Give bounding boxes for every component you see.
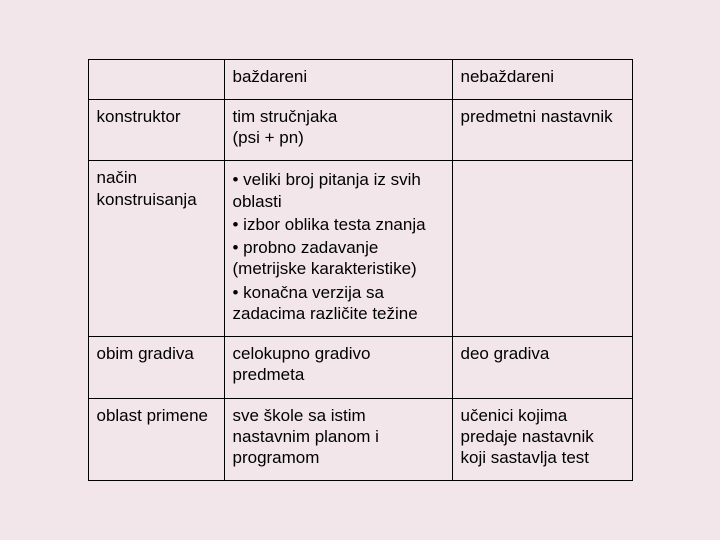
table-row: način konstruisanja • veliki broj pitanja… — [88, 161, 632, 337]
row-nebazdareni: deo gradiva — [452, 337, 632, 399]
row-bazdareni: tim stručnjaka(psi + pn) — [224, 99, 452, 161]
cell-line: (psi + pn) — [233, 127, 444, 148]
bullet-item: • probno zadavanje (metrijske karakteris… — [233, 237, 444, 280]
header-bazdareni: baždareni — [224, 59, 452, 99]
bullet-item: • izbor oblika testa znanja — [233, 214, 444, 235]
row-nebazdareni: učenici kojima predaje nastavnik koji sa… — [452, 398, 632, 481]
cell-line: predmetni nastavnik — [461, 106, 624, 127]
bullet-item: • veliki broj pitanja iz svih oblasti — [233, 169, 444, 212]
row-bazdareni: • veliki broj pitanja iz svih oblasti• i… — [224, 161, 452, 337]
table-row: konstruktor tim stručnjaka(psi + pn) predm… — [88, 99, 632, 161]
row-label-text: način konstruisanja — [97, 168, 197, 208]
cell-line: celokupno gradivo predmeta — [233, 343, 444, 386]
row-label-text: oblast primene — [97, 406, 209, 425]
cell-line: sve škole sa istim nastavnim planom i pr… — [233, 405, 444, 469]
header-label: nebaždareni — [461, 67, 555, 86]
row-label-text: konstruktor — [97, 107, 181, 126]
table-body: konstruktor tim stručnjaka(psi + pn) predm… — [88, 99, 632, 481]
table-row: oblast primene sve škole sa istim nastavn… — [88, 398, 632, 481]
row-label: konstruktor — [88, 99, 224, 161]
row-label: način konstruisanja — [88, 161, 224, 337]
table-header-row: baždareni nebaždareni — [88, 59, 632, 99]
row-label: obim gradiva — [88, 337, 224, 399]
header-label: baždareni — [233, 67, 308, 86]
cell-line: učenici kojima predaje nastavnik koji sa… — [461, 405, 624, 469]
bullet-item: • konačna verzija sa zadacima različite … — [233, 282, 444, 325]
row-label-text: obim gradiva — [97, 344, 194, 363]
cell-line: deo gradiva — [461, 343, 624, 364]
row-nebazdareni: predmetni nastavnik — [452, 99, 632, 161]
header-nebazdareni: nebaždareni — [452, 59, 632, 99]
page: baždareni nebaždareni konstruktor tim str… — [0, 0, 720, 540]
cell-line: tim stručnjaka — [233, 106, 444, 127]
row-nebazdareni — [452, 161, 632, 337]
row-bazdareni: celokupno gradivo predmeta — [224, 337, 452, 399]
comparison-table: baždareni nebaždareni konstruktor tim str… — [88, 59, 633, 482]
table-row: obim gradiva celokupno gradivo predmeta de… — [88, 337, 632, 399]
header-empty — [88, 59, 224, 99]
row-bazdareni: sve škole sa istim nastavnim planom i pr… — [224, 398, 452, 481]
row-label: oblast primene — [88, 398, 224, 481]
